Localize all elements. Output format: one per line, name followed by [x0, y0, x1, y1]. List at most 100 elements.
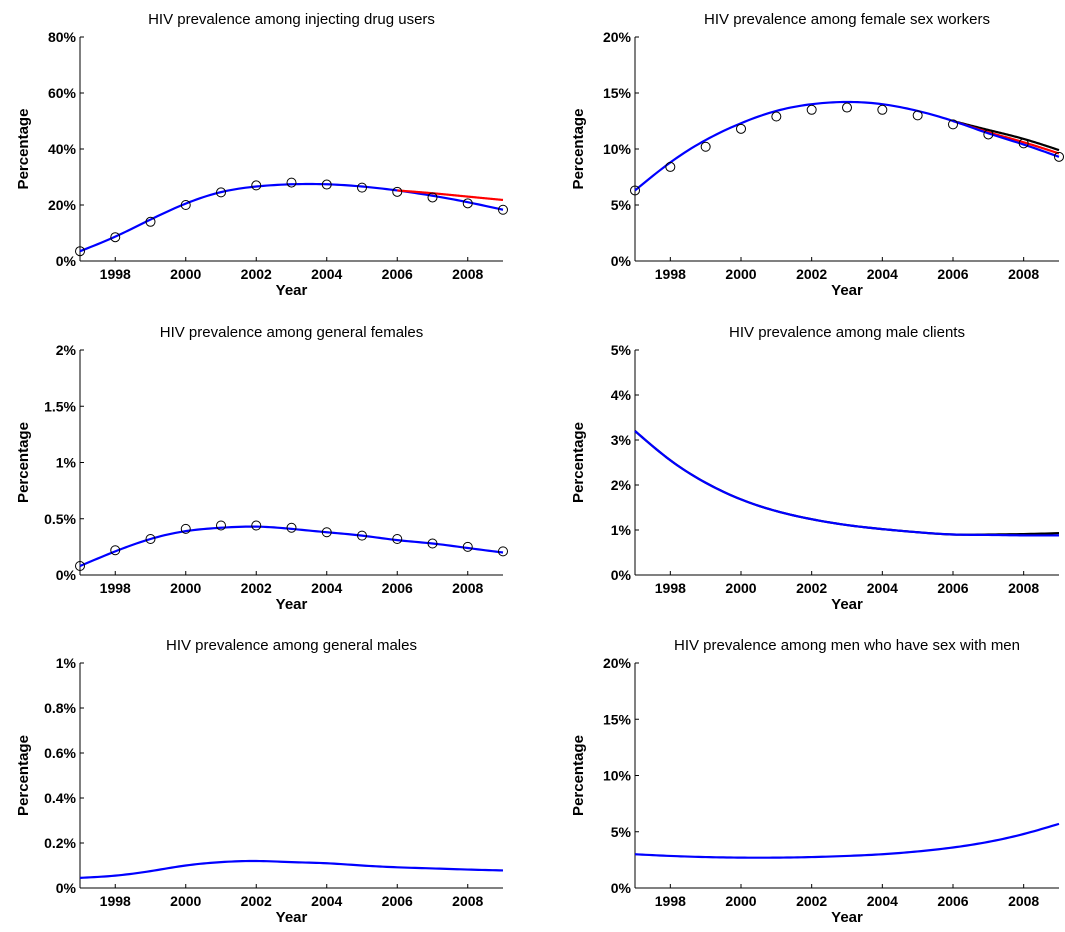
- x-tick-label: 2000: [170, 266, 201, 282]
- chart-title: HIV prevalence among men who have sex wi…: [674, 637, 1020, 654]
- series-line: [634, 430, 1060, 536]
- x-axis-label: Year: [831, 909, 863, 926]
- chart-title: HIV prevalence among female sex workers: [704, 11, 990, 28]
- y-tick-label: 0%: [56, 253, 77, 269]
- x-axis-label: Year: [276, 909, 308, 926]
- x-tick-label: 2000: [170, 580, 201, 596]
- data-point: [842, 102, 852, 113]
- x-tick-label: 2006: [382, 893, 413, 909]
- data-point: [75, 561, 85, 571]
- data-point: [357, 182, 367, 193]
- x-tick-label: 2008: [1008, 266, 1039, 282]
- y-tick-label: 2%: [56, 342, 77, 358]
- y-tick-label: 15%: [603, 711, 632, 727]
- y-tick-label: 5%: [611, 342, 632, 358]
- chart-title: HIV prevalence among injecting drug user…: [148, 11, 435, 28]
- data-point: [498, 546, 508, 557]
- y-axis-label: Percentage: [15, 735, 32, 816]
- x-tick-label: 2002: [241, 893, 272, 909]
- chart-title: HIV prevalence among general females: [160, 324, 423, 341]
- x-tick-label: 2006: [382, 580, 413, 596]
- y-axis-label: Percentage: [570, 422, 587, 503]
- x-tick-label: 1998: [655, 266, 686, 282]
- data-point: [321, 527, 332, 538]
- data-point: [630, 185, 640, 196]
- y-tick-label: 80%: [48, 29, 77, 45]
- y-tick-label: 0.6%: [44, 745, 76, 761]
- x-tick-label: 2006: [937, 580, 968, 596]
- data-point: [427, 192, 438, 203]
- data-point: [145, 216, 156, 227]
- data-point: [321, 179, 332, 190]
- y-tick-label: 0.2%: [44, 835, 76, 851]
- y-tick-label: 5%: [611, 197, 632, 213]
- x-tick-label: 1998: [100, 893, 131, 909]
- y-tick-label: 20%: [48, 197, 77, 213]
- y-tick-label: 10%: [603, 768, 632, 784]
- data-point: [357, 530, 367, 541]
- data-point: [462, 541, 473, 552]
- x-tick-label: 2006: [937, 266, 968, 282]
- data-point: [665, 161, 676, 172]
- series-line: [634, 430, 1060, 537]
- x-tick-label: 2006: [382, 266, 413, 282]
- y-tick-label: 1%: [56, 655, 77, 671]
- data-point: [912, 110, 923, 121]
- y-tick-label: 5%: [611, 824, 632, 840]
- x-tick-label: 1998: [100, 580, 131, 596]
- y-tick-label: 0.5%: [44, 511, 76, 527]
- series-line: [79, 182, 504, 253]
- data-point: [286, 177, 297, 188]
- x-tick-label: 2000: [725, 266, 756, 282]
- data-point: [216, 520, 226, 531]
- chart-panel: HIV prevalence among injecting drug user…: [15, 11, 508, 299]
- data-point: [110, 545, 121, 556]
- x-tick-label: 2000: [170, 893, 201, 909]
- x-tick-label: 2004: [311, 580, 342, 596]
- data-point: [736, 123, 746, 134]
- y-axis-label: Percentage: [15, 109, 32, 190]
- x-tick-label: 2004: [311, 893, 342, 909]
- data-point: [462, 198, 473, 209]
- series-line: [79, 525, 504, 568]
- y-tick-label: 4%: [611, 387, 632, 403]
- chart-panel: HIV prevalence among general females 0% 0.…: [15, 324, 508, 613]
- y-tick-label: 1%: [56, 455, 77, 471]
- data-point: [983, 129, 994, 140]
- y-axis-label: Percentage: [15, 422, 32, 503]
- series-line: [634, 100, 1060, 192]
- x-tick-label: 2002: [796, 266, 827, 282]
- x-tick-label: 2008: [1008, 580, 1039, 596]
- data-point: [180, 200, 191, 210]
- y-tick-label: 0.4%: [44, 790, 76, 806]
- data-point: [75, 246, 85, 257]
- data-point: [498, 204, 508, 215]
- y-tick-label: 15%: [603, 85, 632, 101]
- data-point: [948, 119, 958, 130]
- x-tick-label: 2000: [725, 580, 756, 596]
- data-point: [251, 520, 262, 531]
- data-point: [392, 534, 403, 544]
- x-tick-label: 2008: [452, 266, 483, 282]
- x-tick-label: 2004: [867, 893, 898, 909]
- x-tick-label: 2006: [937, 893, 968, 909]
- chart-panel: HIV prevalence among female sex workers 0…: [570, 11, 1064, 299]
- x-tick-label: 1998: [655, 893, 686, 909]
- chart-panel: HIV prevalence among general males 0% 0.2%…: [15, 637, 504, 926]
- y-tick-label: 3%: [611, 432, 632, 448]
- data-point: [180, 523, 191, 534]
- series-line: [952, 119, 1060, 152]
- x-tick-label: 2004: [867, 580, 898, 596]
- data-point: [286, 522, 297, 533]
- y-tick-label: 40%: [48, 141, 77, 157]
- y-tick-label: 10%: [603, 141, 632, 157]
- chart-panel: HIV prevalence among men who have sex wi…: [570, 637, 1060, 926]
- series-line: [397, 189, 504, 202]
- data-point: [700, 141, 711, 152]
- x-tick-label: 1998: [655, 580, 686, 596]
- y-tick-label: 20%: [603, 29, 632, 45]
- data-point: [251, 180, 262, 191]
- x-axis-label: Year: [831, 596, 863, 613]
- y-axis-label: Percentage: [570, 109, 587, 190]
